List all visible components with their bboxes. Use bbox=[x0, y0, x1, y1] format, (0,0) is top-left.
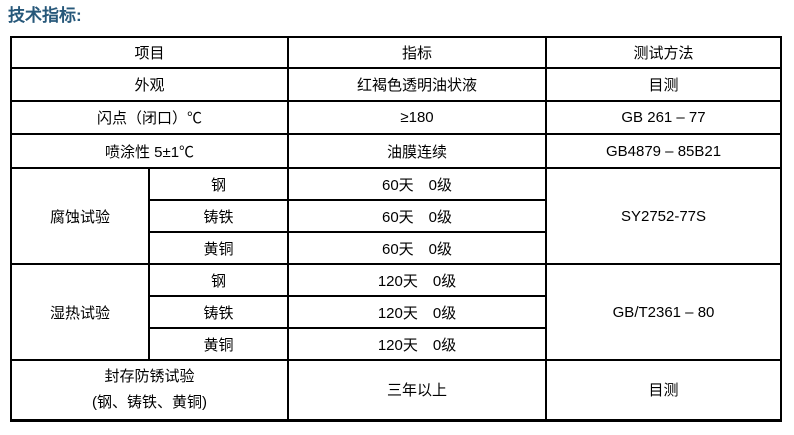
cell-material: 黄铜 bbox=[147, 231, 290, 265]
table-row: 铸铁 60天 0级 bbox=[11, 199, 781, 233]
cell-indicator: 120天 0级 bbox=[287, 295, 548, 329]
cell-indicator: 60天 0级 bbox=[287, 231, 548, 265]
table-row: 黄铜 120天 0级 bbox=[11, 327, 781, 361]
cell-indicator: 60天 0级 bbox=[287, 199, 548, 233]
cell-method: 目测 bbox=[545, 359, 783, 421]
table-row: 湿热试验 钢 120天 0级 GB/T2361 – 80 bbox=[10, 263, 783, 361]
cell-material: 铸铁 bbox=[147, 199, 290, 233]
table-row: 闪点（闭口）℃ ≥180 GB 261 – 77 bbox=[9, 100, 783, 135]
spec-table: 项目 指标 测试方法 外观 红褐色透明油状液 目测 闪点（闭口）℃ ≥180 G… bbox=[9, 36, 783, 422]
header-indicator: 指标 bbox=[287, 36, 548, 69]
cell-indicator: 60天 0级 bbox=[287, 167, 548, 201]
table-row: 喷涂性 5±1℃ 油膜连续 GB4879 – 85B21 bbox=[9, 133, 783, 169]
cell-item: 外观 bbox=[9, 67, 290, 102]
cell-method: SY2752-77S bbox=[545, 167, 783, 265]
cell-indicator: 三年以上 bbox=[287, 359, 548, 421]
header-item: 项目 bbox=[9, 36, 290, 69]
table-row: 封存防锈试验 (钢、铸铁、黄铜) 三年以上 目测 bbox=[9, 359, 783, 421]
cell-method: GB4879 – 85B21 bbox=[545, 133, 783, 169]
cell-indicator: 红褐色透明油状液 bbox=[287, 67, 548, 102]
cell-item: 闪点（闭口）℃ bbox=[9, 100, 290, 135]
cell-group: 腐蚀试验 bbox=[10, 167, 150, 265]
table-row: 腐蚀试验 钢 60天 0级 SY2752-77S bbox=[10, 167, 783, 265]
cell-material: 钢 bbox=[147, 167, 290, 201]
cell-method: 目测 bbox=[545, 67, 783, 102]
cell-indicator: 120天 0级 bbox=[287, 327, 548, 361]
cell-material: 钢 bbox=[147, 263, 290, 297]
page-title: 技术指标: bbox=[8, 6, 82, 25]
table-row: 黄铜 60天 0级 bbox=[11, 231, 781, 265]
cell-item: 喷涂性 5±1℃ bbox=[9, 133, 290, 169]
cell-method: GB 261 – 77 bbox=[545, 100, 783, 135]
table-row: 外观 红褐色透明油状液 目测 bbox=[9, 67, 783, 102]
cell-item-line2: (钢、铸铁、黄铜) bbox=[92, 393, 207, 411]
cell-group: 湿热试验 bbox=[10, 263, 150, 361]
cell-indicator: 油膜连续 bbox=[287, 133, 548, 169]
cell-indicator: 120天 0级 bbox=[287, 263, 548, 297]
header-method: 测试方法 bbox=[545, 36, 783, 69]
cell-item: 封存防锈试验 (钢、铸铁、黄铜) bbox=[9, 359, 290, 421]
cell-item-line1: 封存防锈试验 bbox=[104, 367, 195, 385]
table-header-row: 项目 指标 测试方法 bbox=[9, 36, 783, 69]
cell-material: 铸铁 bbox=[147, 295, 290, 329]
cell-indicator: ≥180 bbox=[287, 100, 548, 135]
cell-material: 黄铜 bbox=[147, 327, 290, 361]
cell-method: GB/T2361 – 80 bbox=[545, 263, 783, 361]
table-row: 铸铁 120天 0级 bbox=[11, 295, 781, 329]
